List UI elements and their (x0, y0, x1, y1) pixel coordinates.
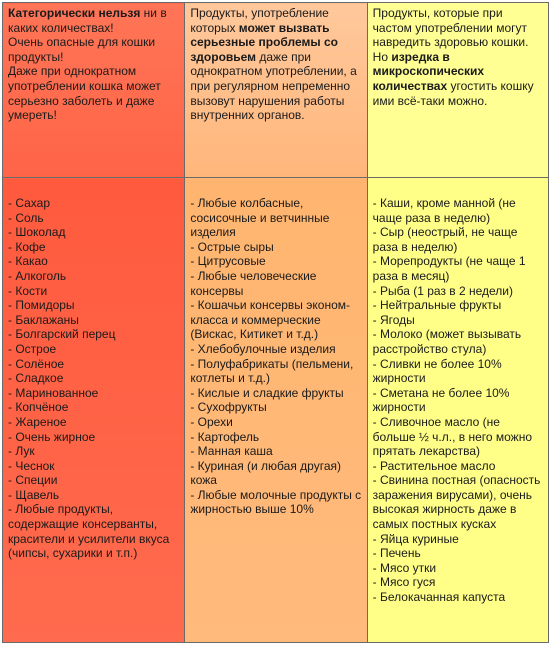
list-item: - Соль (8, 210, 44, 225)
list-item: - Манная каша (190, 444, 273, 459)
list-forbidden: - Сахар - Соль - Шоколад - Кофе - Какао … (1, 177, 186, 643)
list-item: - Мясо гуся (372, 575, 436, 590)
list-item: - Цитрусовые (190, 254, 266, 269)
list-item: - Любые колбасные, сосисочные и ветчинны… (190, 196, 333, 240)
header-rarely-tail: угостить кошку ими всё-таки можно. (372, 78, 534, 108)
list-item: - Сладкое (8, 371, 64, 386)
list-item: - Щавель (8, 487, 60, 502)
list-item: - Какао (8, 254, 48, 269)
list-item: - Жареное (8, 414, 67, 429)
list-item: - Кислые и сладкие фрукты (190, 385, 344, 400)
list-item: - Растительное масло (372, 458, 496, 473)
header-row: Категорически нельзя ни в каких количест… (1, 2, 550, 178)
header-rarely: Продукты, которые при частом употреблени… (366, 2, 550, 178)
list-item: - Яйца куриные (372, 531, 459, 546)
list-item: - Картофель (190, 429, 260, 444)
header-harmful-bold: может вызвать серьезные проблемы со здор… (190, 20, 338, 64)
list-item: - Молоко (может вызывать расстройство ст… (372, 327, 525, 356)
list-item: - Сливочное масло (не больше ½ ч.л., в н… (372, 414, 536, 459)
list-item: - Каши, кроме манной (не чаще раза в нед… (372, 196, 520, 225)
list-item: - Любые человеческие консервы (190, 268, 320, 298)
header-harmful-tail: даже при однократном употреблении, а при… (190, 49, 357, 123)
list-item: - Помидоры (8, 298, 75, 313)
list-item: - Белокачанная капуста (372, 590, 506, 605)
list-item: - Специи (8, 473, 58, 488)
list-item: - Очень жирное (8, 429, 96, 444)
header-rarely-line1: Продукты, которые при частом употреблени… (372, 6, 529, 50)
list-item: - Маринованное (8, 385, 99, 400)
list-item: - Хлебобулочные изделия (190, 341, 336, 356)
header-forbidden-rest: ни в каких количествах! (8, 6, 167, 35)
list-harmful: - Любые колбасные, сосисочные и ветчинны… (184, 177, 368, 643)
list-item: - Алкоголь (8, 268, 67, 283)
list-item: - Мясо утки (372, 560, 437, 575)
list-item: - Острое (8, 341, 57, 356)
list-item: - Сыр (неострый, не чаще раза в неделю) (372, 225, 521, 254)
list-item: - Сметана не более 10% жирности (372, 385, 513, 415)
list-item: - Кофе (8, 239, 46, 254)
list-item: - Чеснок (8, 458, 55, 473)
header-forbidden-line2: Очень опасные для кошки продукты! (8, 35, 156, 64)
header-rarely-bold: изредка в микроскопических количествах (372, 49, 485, 93)
list-item: - Болгарский перец (8, 327, 116, 342)
list-item: - Куриная (и любая другая) кожа (190, 458, 345, 488)
list-item: - Нейтральные фрукты (372, 298, 502, 313)
list-item: (чипсы, сухарики и т.п.) (8, 546, 138, 561)
list-item: - Лук (8, 444, 35, 459)
list-item: - Копчёное (8, 400, 69, 415)
list-rarely: - Каши, кроме манной (не чаще раза в нед… (366, 177, 550, 643)
list-item: - Любые молочные продукты с жирностью вы… (190, 487, 365, 517)
header-forbidden: Категорически нельзя ни в каких количест… (1, 2, 186, 178)
list-item: - Сливки не более 10% жирности (372, 356, 505, 386)
list-item: - Сахар (8, 196, 51, 210)
list-item: - Ягоды (372, 312, 415, 327)
list-item: - Баклажаны (8, 312, 79, 327)
header-forbidden-bold: Категорически нельзя (8, 6, 141, 20)
list-item: - Солёное (8, 356, 65, 371)
list-item: - Сухофрукты (190, 400, 267, 415)
list-item: - Орехи (190, 414, 233, 429)
list-row: - Сахар - Соль - Шоколад - Кофе - Какао … (1, 177, 550, 643)
list-item: - Кошачьи консервы эконом-класса и комме… (190, 298, 350, 342)
list-item: - Печень (372, 546, 421, 561)
header-harmful: Продукты, употребление которых может выз… (184, 2, 368, 178)
list-item: - Рыба (1 раз в 2 недели) (372, 283, 514, 298)
header-harmful-lead: Продукты, употребление которых (190, 6, 329, 35)
list-item: - Острые сыры (190, 239, 274, 254)
list-item: - Шоколад (8, 225, 66, 240)
list-item: - Кости (8, 283, 48, 298)
header-forbidden-line3: Даже при однократном употреблении кошка … (8, 64, 161, 123)
list-item: - Полуфабрикаты (пельмени, котлеты и т.д… (190, 356, 357, 386)
header-rarely-lead: Но (372, 49, 392, 64)
list-item: - Морепродукты (не чаще 1 раза в месяц) (372, 254, 529, 283)
list-item: - Любые продукты, содержащие консерванты… (8, 502, 170, 546)
list-item: - Свинина постная (опасность заражения в… (372, 473, 544, 532)
